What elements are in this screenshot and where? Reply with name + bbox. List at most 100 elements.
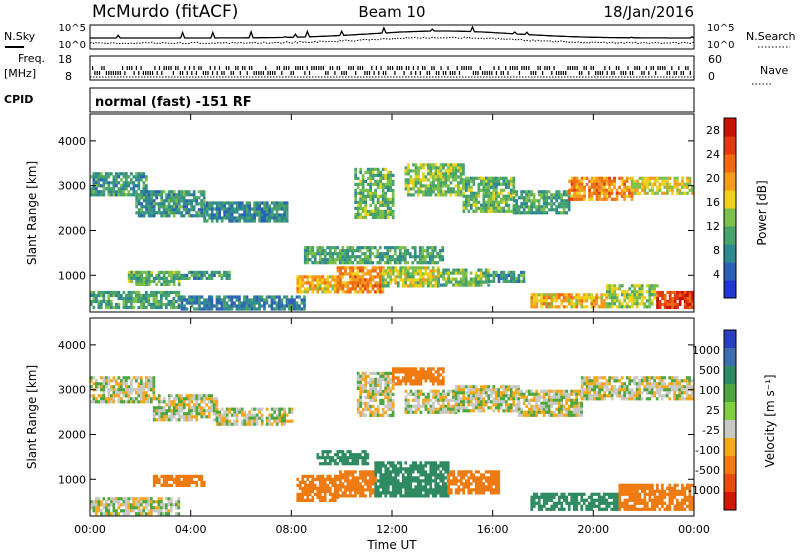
rti-cell [162, 190, 166, 194]
rti-cell [170, 394, 174, 398]
rti-cell [290, 301, 294, 305]
rti-cell [152, 509, 156, 513]
rti-cell [200, 214, 203, 218]
rti-cell [545, 196, 548, 200]
rti-cell [142, 305, 146, 310]
rti-cell [160, 412, 164, 416]
rti-cell [447, 491, 451, 495]
rti-cell [482, 491, 486, 495]
rti-cell [117, 193, 121, 197]
rti-cell [422, 163, 425, 167]
rti-cell [459, 476, 463, 480]
rti-cell [414, 181, 418, 185]
rti-cell [170, 477, 174, 481]
rti-cell [500, 206, 503, 210]
rti-cell [467, 476, 471, 480]
rti-cell [167, 403, 171, 407]
rti-cell [356, 386, 360, 390]
rti-cell [273, 307, 276, 311]
rti-cell [474, 491, 478, 495]
rti-cell [344, 494, 347, 498]
rti-cell [485, 191, 488, 195]
rti-cell [172, 305, 176, 310]
rti-cell [434, 491, 438, 495]
rti-cell [688, 293, 692, 298]
rti-cell [145, 506, 148, 510]
rti-cell [475, 194, 478, 198]
rti-cell [550, 302, 554, 306]
rti-cell [122, 503, 126, 507]
rti-cell [438, 258, 442, 262]
rti-cell [399, 494, 403, 498]
rti-cell [331, 246, 335, 250]
rti-cell [321, 486, 325, 490]
freq-mark [355, 71, 357, 75]
rti-cell [658, 188, 662, 192]
rti-cell [369, 479, 372, 483]
rti-cell [376, 485, 380, 489]
rti-cell [401, 476, 405, 480]
rti-cell [102, 382, 106, 386]
rti-cell [170, 409, 174, 413]
rti-cell [140, 397, 143, 401]
rti-cell [565, 199, 568, 203]
freq-mark [574, 66, 576, 70]
rti-cell [117, 385, 121, 389]
rti-cell [429, 175, 433, 179]
rti-cell [428, 255, 432, 259]
rti-cell [155, 276, 158, 280]
rti-cell [434, 485, 438, 489]
rti-cell [321, 477, 325, 481]
rti-cell [407, 169, 410, 173]
rti-cell [112, 503, 116, 507]
rti-cell [393, 258, 397, 262]
rti-cell [95, 181, 98, 185]
rti-cell [115, 305, 118, 310]
rti-cell [197, 412, 201, 416]
rti-cell [643, 179, 647, 183]
rti-cell [361, 284, 365, 288]
rti-cell [409, 476, 413, 480]
rti-cell [152, 477, 156, 481]
rti-cell [565, 190, 568, 194]
rti-cell [522, 199, 526, 203]
rti-cell [115, 379, 118, 383]
rti-cell [334, 459, 337, 463]
rti-cell [492, 479, 496, 483]
rti-cell [389, 179, 392, 183]
rti-cell [414, 163, 418, 167]
freq-mark [105, 71, 107, 75]
rti-cell [434, 278, 438, 282]
rti-cell [411, 467, 415, 471]
rti-cell [170, 305, 173, 310]
rti-cell [376, 185, 380, 189]
rti-cell [197, 477, 201, 481]
rti-cell [633, 191, 637, 195]
rti-cell [331, 258, 335, 262]
rti-cell [437, 277, 440, 281]
rti-cell [409, 470, 413, 474]
rti-cell [562, 211, 566, 215]
rti-cell [532, 199, 536, 203]
rti-cell [361, 491, 365, 495]
rti-cell [210, 204, 214, 208]
rti-cell [469, 473, 473, 477]
rti-cell [497, 485, 501, 489]
rti-cell [157, 397, 161, 401]
rti-cell [467, 485, 471, 489]
rti-cell [688, 305, 692, 310]
rti-cell [437, 193, 440, 197]
rti-cell [404, 166, 408, 170]
freq-mark [156, 71, 158, 75]
rti-cell [416, 281, 420, 285]
rti-cell [346, 249, 350, 253]
rti-cell [228, 210, 231, 214]
rti-cell [560, 202, 563, 206]
rti-cell [545, 193, 548, 197]
rti-cell [90, 506, 93, 510]
rti-cell [162, 418, 166, 422]
rti-cell [474, 479, 478, 483]
rti-cell [349, 473, 352, 477]
rti-cell [278, 416, 281, 420]
rti-cell [137, 500, 141, 504]
